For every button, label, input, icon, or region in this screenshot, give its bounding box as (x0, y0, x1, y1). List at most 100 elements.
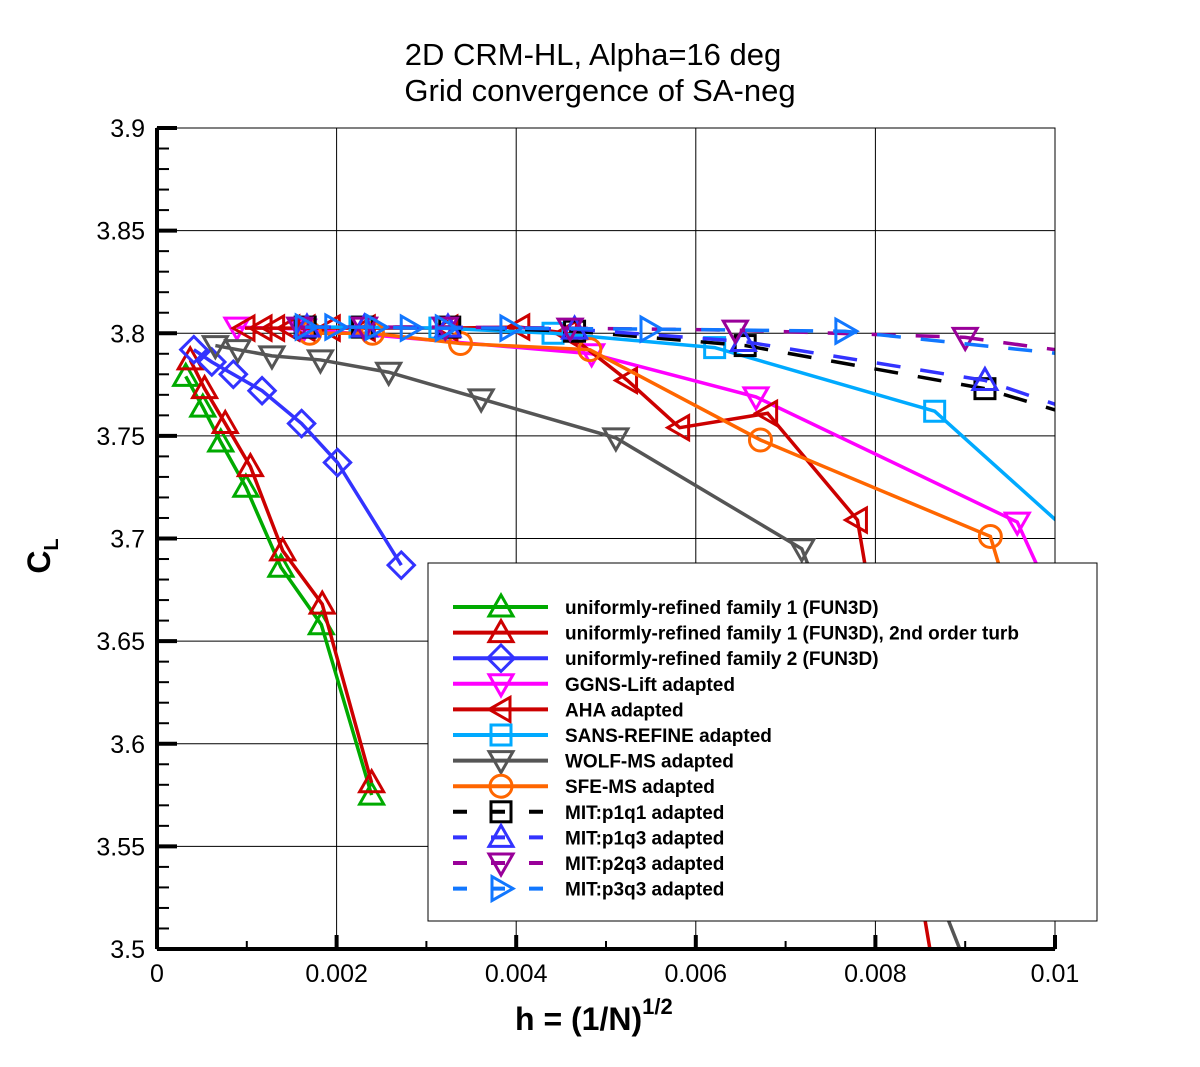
legend-marker (486, 673, 516, 699)
legend-marker (486, 852, 516, 879)
data-point (210, 408, 240, 435)
data-point (601, 427, 631, 453)
data-point (357, 780, 387, 806)
y-tick-label: 3.6 (110, 731, 145, 759)
legend-entry: uniformly-refined family 1 (FUN3D) (453, 591, 879, 619)
legend-label: AHA adapted (565, 700, 684, 721)
legend-entry: MIT:p2q3 adapted (453, 852, 724, 879)
series-6 (200, 335, 1004, 1043)
series-11 (294, 312, 1112, 370)
legend-entry: MIT:p3q3 adapted (453, 874, 724, 904)
legend-marker (486, 822, 516, 848)
y-tick-label: 3.5 (110, 936, 145, 964)
data-point (741, 386, 771, 412)
data-point (385, 549, 417, 581)
data-point (434, 313, 461, 343)
legend-label: GGNS-Lift adapted (565, 675, 735, 696)
y-tick-label: 3.75 (96, 423, 145, 451)
data-point (664, 413, 691, 443)
legend-label: MIT:p1q1 adapted (565, 803, 724, 824)
legend-label: SANS-REFINE adapted (565, 726, 772, 747)
axes: 0 0.002 0.004 0.006 0.008 0.01 3.5 3.55 3.6 3.65 3… (96, 115, 1079, 988)
data-point (247, 313, 273, 343)
legend-label: MIT:p3q3 adapted (565, 880, 724, 901)
legend-entry: GGNS-Lift adapted (453, 673, 735, 699)
data-point (206, 427, 236, 453)
data-point (218, 358, 249, 390)
y-tick-label: 3.55 (96, 833, 145, 861)
legend-marker (489, 800, 513, 824)
data-point (720, 319, 750, 346)
data-point (1091, 346, 1112, 370)
series-line (215, 343, 962, 949)
series-2 (178, 334, 417, 581)
data-point (1002, 511, 1032, 538)
data-point (499, 313, 525, 343)
data-point (834, 316, 860, 346)
data-point (1088, 407, 1112, 428)
data-point (324, 312, 350, 342)
legend-entry: SFE-MS adapted (453, 773, 715, 799)
data-point (935, 1040, 956, 1064)
data-point (466, 388, 496, 414)
data-point (752, 398, 779, 428)
data-point (266, 552, 296, 578)
x-axis-label-superscript: 1/2 (642, 994, 673, 1019)
data-point (246, 375, 278, 407)
data-point (235, 451, 265, 478)
data-point (1088, 347, 1112, 368)
legend-marker (486, 750, 516, 776)
y-axis-label: CL (21, 538, 63, 573)
data-point (541, 321, 565, 345)
data-point (231, 472, 261, 498)
y-tick-label: 3.9 (110, 115, 145, 143)
chart-title-line-2: Grid convergence of SA-neg (404, 73, 795, 108)
legend-marker (489, 723, 513, 747)
data-point (923, 399, 947, 423)
legend-label: SFE-MS adapted (565, 777, 715, 798)
series-line (188, 359, 374, 784)
legend-label: uniformly-refined family 1 (FUN3D) (565, 598, 879, 619)
y-tick-label: 3.7 (110, 526, 145, 554)
y-tick-label: 3.85 (96, 218, 145, 246)
data-point (374, 361, 404, 388)
data-point (200, 335, 230, 361)
data-point (970, 365, 1000, 391)
data-point (1090, 414, 1110, 434)
y-axis-label-subscript: L (41, 538, 63, 550)
legend-entry: MIT:p1q3 adapted (453, 822, 724, 849)
x-tick-label: 0.008 (844, 960, 907, 988)
legend-entry: MIT:p1q1 adapted (453, 800, 724, 824)
data-point (787, 538, 817, 564)
data-point (612, 365, 639, 396)
data-point (364, 312, 391, 342)
data-point (357, 767, 387, 794)
x-tick-label: 0.01 (1031, 960, 1080, 988)
series-layer (171, 312, 1112, 1064)
x-axis-label: h = (1/N)1/2 (515, 994, 673, 1037)
legend-entry: AHA adapted (453, 694, 684, 724)
data-point (980, 1022, 1004, 1043)
y-tick-label: 3.8 (110, 320, 145, 348)
legend-label: MIT:p2q3 adapted (565, 854, 724, 875)
series-line (192, 348, 403, 567)
data-point (399, 313, 426, 343)
legend-entry: WOLF-MS adapted (453, 750, 734, 776)
data-point (294, 312, 321, 342)
data-point (747, 427, 773, 453)
data-point (188, 392, 218, 418)
data-point (639, 314, 666, 344)
legend-label: uniformly-refined family 2 (FUN3D) (565, 649, 879, 670)
data-point (286, 408, 317, 439)
data-point (305, 349, 336, 375)
series-line (305, 325, 1055, 355)
legend-marker (486, 617, 516, 644)
legend-entry: uniformly-refined family 1 (FUN3D), 2nd … (453, 617, 1019, 645)
legend-entry: SANS-REFINE adapted (453, 723, 772, 747)
legend-marker (488, 773, 514, 799)
legend-label: MIT:p1q3 adapted (565, 828, 724, 849)
data-point (229, 313, 256, 343)
data-point (268, 535, 298, 562)
data-point (950, 326, 980, 353)
